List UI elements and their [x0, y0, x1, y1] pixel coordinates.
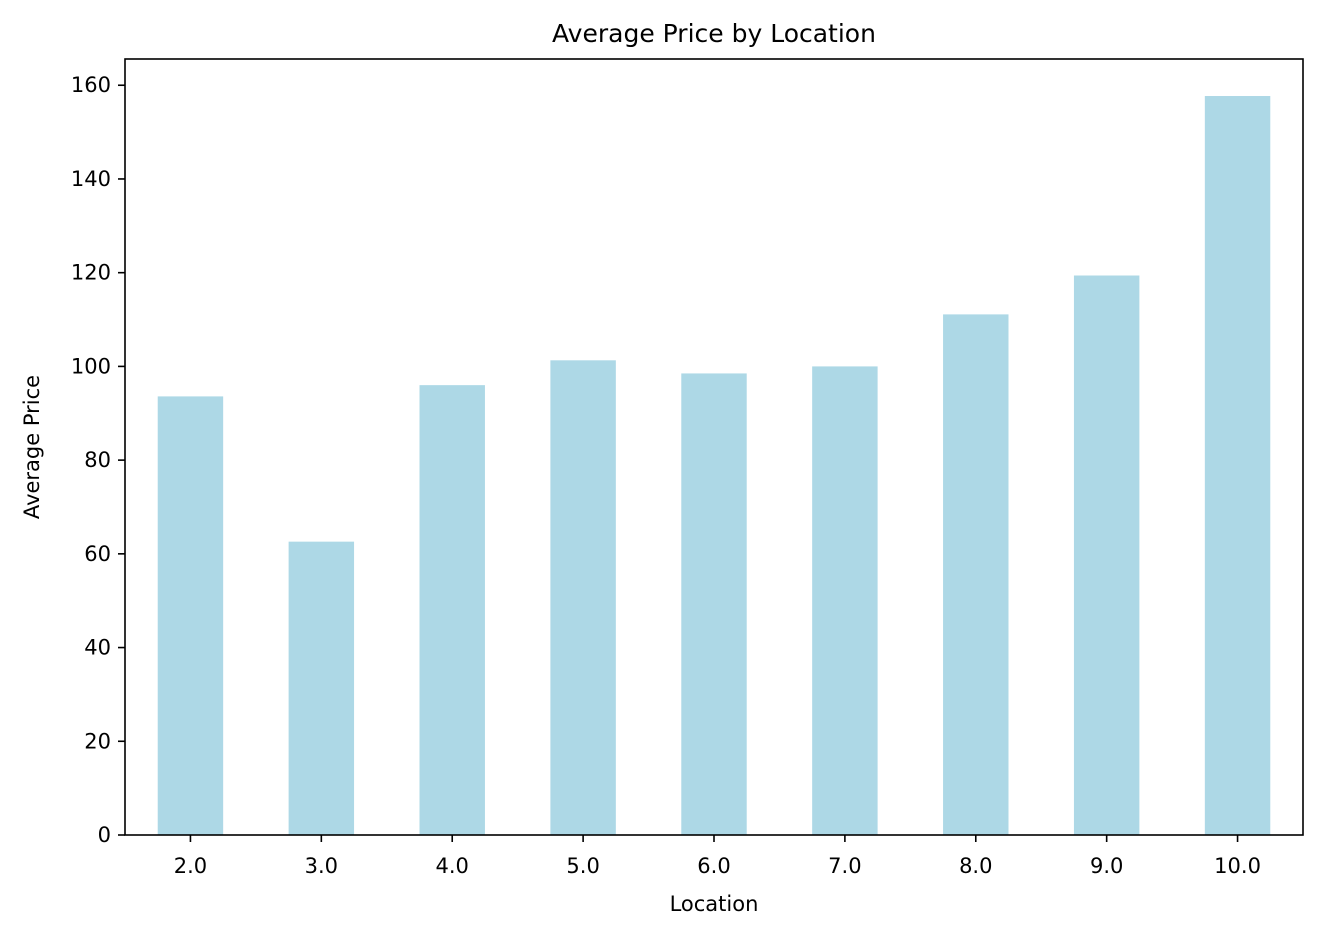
x-tick-label: 8.0: [959, 854, 992, 878]
y-tick-label: 40: [84, 636, 111, 660]
bar-8.0: [943, 314, 1009, 835]
x-tick-label: 7.0: [828, 854, 861, 878]
bar-2.0: [157, 396, 224, 835]
y-axis-title: Average Price: [20, 375, 44, 519]
y-tick-label: 0: [98, 823, 111, 847]
y-tick-label: 60: [84, 542, 111, 566]
bar-10.0: [1204, 96, 1271, 835]
bars-group: [157, 96, 1271, 835]
x-axis-ticks: 2.0 3.0 4.0 5.0 6.0 7.0 8.0 9.0 10.0: [174, 835, 1261, 878]
y-tick-label: 120: [71, 261, 111, 285]
x-tick-label: 10.0: [1214, 854, 1261, 878]
y-tick-label: 140: [71, 167, 111, 191]
x-tick-label: 9.0: [1090, 854, 1123, 878]
x-tick-label: 2.0: [174, 854, 207, 878]
x-axis-title: Location: [670, 892, 759, 916]
chart-title: Average Price by Location: [552, 19, 876, 48]
bar-3.0: [288, 541, 355, 835]
y-axis-ticks: 0 20 40 60 80 100 120 140 160: [71, 73, 125, 847]
bar-5.0: [550, 360, 616, 835]
bar-9.0: [1073, 275, 1140, 835]
y-tick-label: 20: [84, 729, 111, 753]
y-tick-label: 160: [71, 73, 111, 97]
bar-6.0: [681, 373, 747, 835]
x-tick-label: 6.0: [697, 854, 730, 878]
bar-4.0: [419, 385, 485, 835]
y-tick-label: 80: [84, 448, 111, 472]
x-tick-label: 5.0: [566, 854, 599, 878]
bar-7.0: [812, 366, 878, 835]
y-tick-label: 100: [71, 354, 111, 378]
x-tick-label: 3.0: [305, 854, 338, 878]
x-tick-label: 4.0: [436, 854, 469, 878]
plot-frame: [124, 58, 1304, 836]
